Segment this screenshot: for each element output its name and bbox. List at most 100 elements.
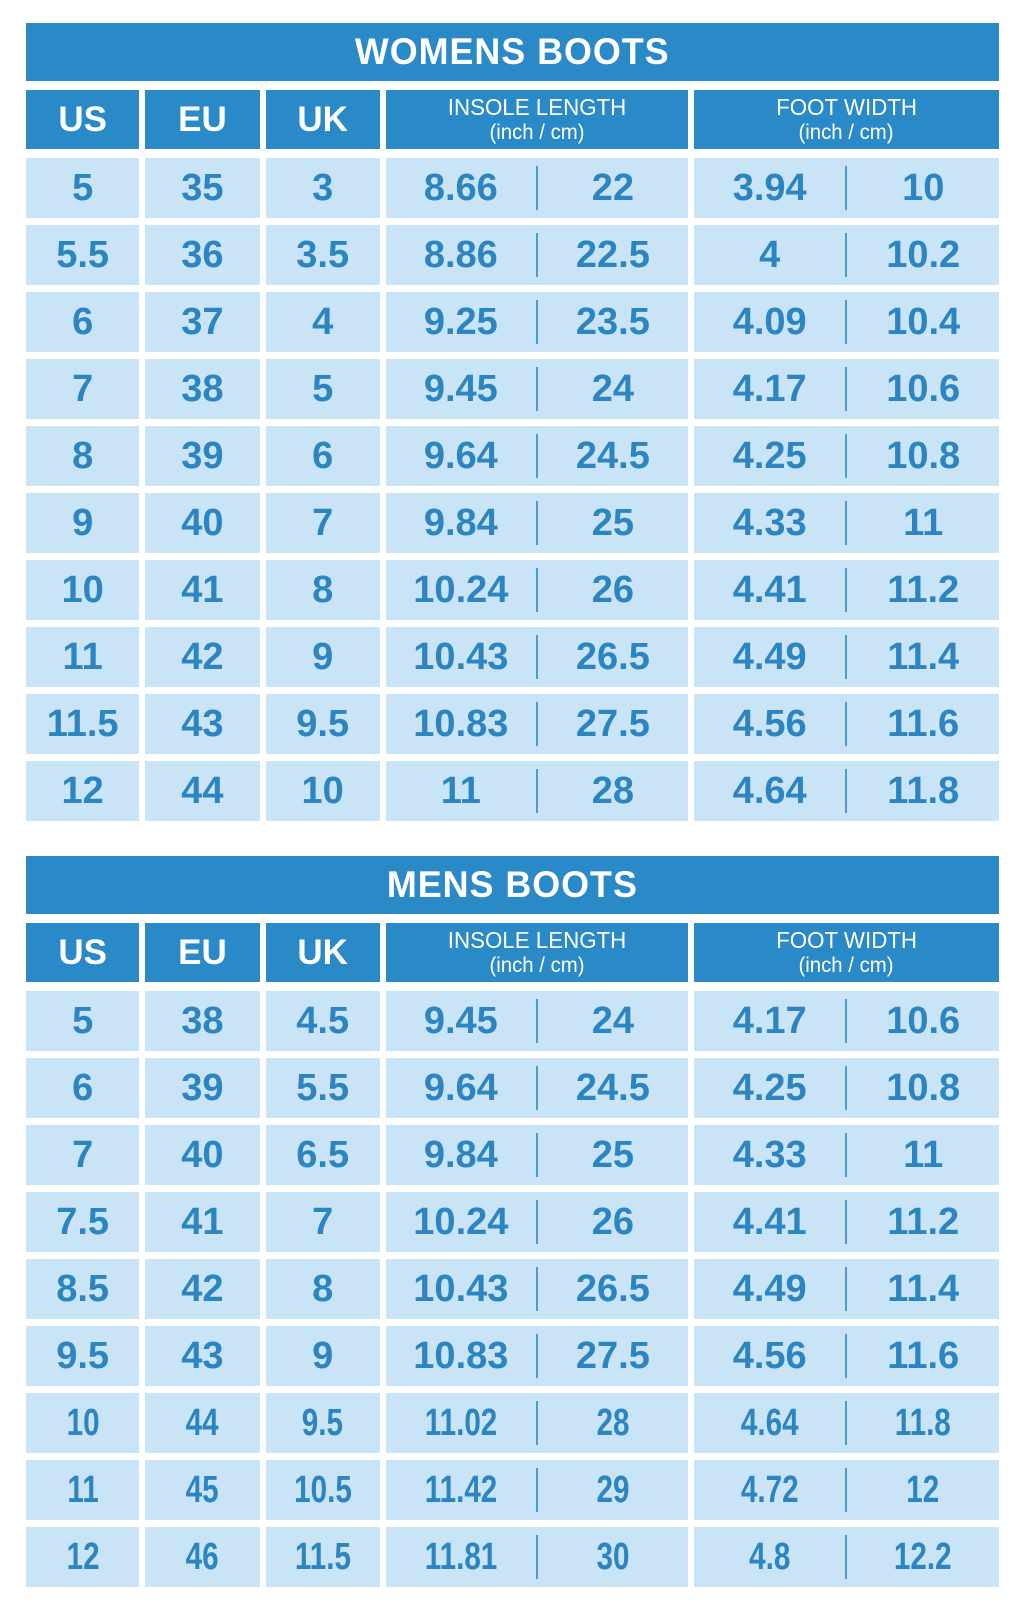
inch-cm-divider [845, 568, 848, 612]
us-value: 10 [66, 1401, 100, 1444]
foot-width-cell: 4.72 12 [693, 1460, 999, 1520]
foot-width-column-header: FOOT WIDTH (inch / cm) [693, 923, 999, 982]
inch-cm-divider [845, 1334, 848, 1378]
us-cell: 10 [26, 1393, 140, 1453]
inch-cm-divider [845, 1066, 848, 1110]
inch-cm-divider [535, 501, 538, 545]
foot-cm-value: 12 [906, 1468, 940, 1511]
foot-cm-value: 11.4 [887, 635, 960, 678]
inch-cm-divider [845, 166, 848, 210]
us-cell: 8.5 [26, 1259, 140, 1319]
us-column-header: US [26, 90, 140, 149]
inch-cm-divider [845, 300, 848, 344]
inch-cm-divider [535, 702, 538, 746]
foot-cm-value: 11.6 [887, 702, 960, 745]
foot-width-cell: 4.64 11.8 [693, 761, 999, 821]
insole-inch-value: 9.84 [423, 1133, 498, 1176]
column-header-row: US EU UK INSOLE LENGTH (inch / cm) FOOT … [26, 90, 999, 149]
insole-length-cell: 11.02 28 [385, 1393, 688, 1453]
inch-cm-divider [535, 1066, 538, 1110]
eu-cell: 39 [145, 1058, 260, 1118]
us-cell: 5 [26, 158, 140, 218]
foot-width-cell: 4.56 11.6 [693, 1326, 999, 1386]
uk-value: 7 [312, 1200, 334, 1243]
uk-column-header: UK [265, 90, 380, 149]
uk-value: 8 [312, 568, 334, 611]
insole-header-units: (inch / cm) [489, 121, 585, 144]
foot-cm-value: 10.8 [886, 434, 961, 477]
eu-cell: 44 [145, 761, 260, 821]
inch-cm-divider [535, 635, 538, 679]
insole-inch-value: 10.24 [413, 568, 509, 611]
table-row: 10 44 9.5 11.02 28 4.64 11.8 [26, 1393, 999, 1453]
eu-cell: 39 [145, 426, 260, 486]
table-row: 7 40 6.5 9.84 25 4.33 11 [26, 1125, 999, 1185]
eu-value: 43 [181, 1334, 224, 1377]
insole-cm-value: 25 [591, 501, 635, 544]
us-cell: 12 [26, 761, 140, 821]
eu-cell: 40 [145, 493, 260, 553]
foot-cm-value: 11.6 [887, 1334, 960, 1377]
uk-value: 3.5 [296, 233, 350, 276]
us-value: 7.5 [56, 1200, 110, 1243]
table-title: WOMENS BOOTS [355, 31, 670, 72]
eu-value: 42 [181, 635, 224, 678]
insole-cm-value: 25 [591, 1133, 635, 1176]
insole-cm-value: 23.5 [575, 300, 650, 343]
foot-inch-value: 4.72 [740, 1468, 799, 1511]
uk-cell: 5 [265, 359, 380, 419]
foot-inch-value: 4.41 [732, 568, 807, 611]
uk-value: 8 [312, 1267, 334, 1310]
foot-cm-value: 10 [902, 166, 945, 209]
insole-inch-value: 8.86 [423, 233, 498, 276]
uk-value: 9.5 [296, 702, 350, 745]
inch-cm-divider [845, 1200, 848, 1244]
insole-length-cell: 9.64 24.5 [385, 1058, 688, 1118]
us-value: 6 [72, 300, 94, 343]
foot-inch-value: 4.8 [749, 1535, 791, 1578]
inch-cm-divider [535, 300, 538, 344]
uk-cell: 7 [265, 1192, 380, 1252]
us-value: 9 [72, 501, 94, 544]
foot-width-cell: 4.56 11.6 [693, 694, 999, 754]
womens-boots-table: WOMENS BOOTS US EU UK INSOLE LENGTH (inc… [26, 23, 999, 821]
insole-inch-value: 10.43 [413, 1267, 509, 1310]
us-value: 11 [66, 1468, 99, 1511]
insole-header-label: INSOLE LENGTH [447, 927, 627, 953]
inch-cm-divider [535, 434, 538, 478]
us-header-label: US [58, 99, 107, 139]
uk-value: 9.5 [302, 1401, 344, 1444]
us-value: 5 [72, 166, 94, 209]
insole-inch-value: 11.81 [424, 1535, 498, 1578]
insole-length-cell: 10.43 26.5 [385, 1259, 688, 1319]
eu-cell: 35 [145, 158, 260, 218]
eu-cell: 38 [145, 991, 260, 1051]
insole-cm-value: 30 [596, 1535, 630, 1578]
foot-width-cell: 4.49 11.4 [693, 627, 999, 687]
us-cell: 7 [26, 1125, 140, 1185]
insole-header-label: INSOLE LENGTH [447, 94, 627, 120]
eu-cell: 42 [145, 627, 260, 687]
foot-width-cell: 4.64 11.8 [693, 1393, 999, 1453]
us-cell: 9 [26, 493, 140, 553]
us-cell: 6 [26, 1058, 140, 1118]
insole-inch-value: 10.43 [413, 635, 509, 678]
insole-inch-value: 11.42 [424, 1468, 498, 1511]
uk-cell: 11.5 [265, 1527, 380, 1587]
foot-width-cell: 4.17 10.6 [693, 359, 999, 419]
inch-cm-divider [535, 1468, 538, 1512]
column-header-row: US EU UK INSOLE LENGTH (inch / cm) FOOT … [26, 923, 999, 982]
inch-cm-divider [845, 501, 848, 545]
foot-inch-value: 4.56 [732, 1334, 807, 1377]
insole-inch-value: 9.84 [423, 501, 498, 544]
eu-cell: 46 [145, 1527, 260, 1587]
us-cell: 7.5 [26, 1192, 140, 1252]
foot-inch-value: 4.17 [732, 999, 807, 1042]
uk-value: 7 [312, 501, 334, 544]
eu-value: 42 [181, 1267, 224, 1310]
eu-value: 36 [181, 233, 224, 276]
eu-value: 35 [181, 166, 224, 209]
insole-length-cell: 11.81 30 [385, 1527, 688, 1587]
insole-length-cell: 9.25 23.5 [385, 292, 688, 352]
foot-inch-value: 4 [759, 233, 781, 276]
